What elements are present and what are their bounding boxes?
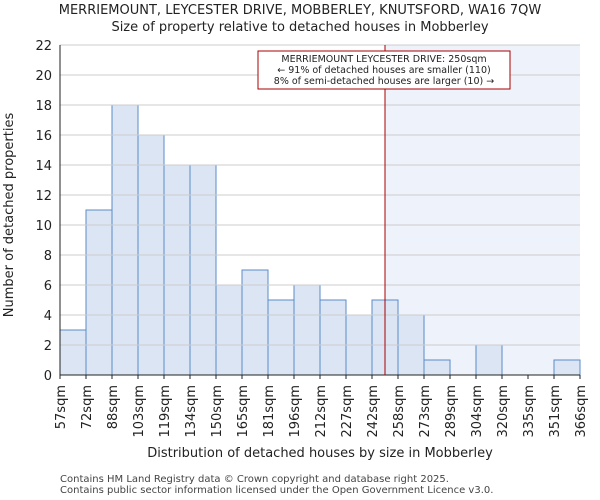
annotation-line-2: ← 91% of detached houses are smaller (11… [277,65,490,76]
x-tick-label: 242sqm [366,385,381,438]
bar-72sqm [85,209,113,376]
y-tick-label: 8 [44,249,52,264]
y-tick-label: 2 [44,339,52,354]
bar-351sqm [553,359,581,376]
y-tick-label: 4 [44,309,52,324]
y-tick-label: 12 [35,189,52,204]
annotation-line-1: MERRIEMOUNT LEYCESTER DRIVE: 250sqm [281,54,486,65]
x-tick-label: 351sqm [548,385,563,438]
y-tick-label: 16 [35,129,52,144]
x-tick-label: 366sqm [574,385,589,438]
bar-165sqm [241,269,269,376]
bar-134sqm [189,164,217,376]
x-tick-label: 196sqm [288,385,303,438]
x-tick-label: 289sqm [444,385,459,438]
x-tick-label: 165sqm [236,385,251,438]
y-axis-label: Number of detached properties [2,113,17,318]
x-tick-label: 134sqm [184,385,199,438]
annotation-box [257,50,511,90]
y-tick-label: 14 [35,159,52,174]
chart-subtitle: Size of property relative to detached ho… [111,20,489,35]
x-axis-label: Distribution of detached houses by size … [147,446,493,461]
x-tick-label: 57sqm [54,385,69,429]
annotation-line-3: 8% of semi-detached houses are larger (1… [274,76,494,87]
x-tick-label: 181sqm [262,385,277,438]
x-tick-label: 103sqm [132,385,147,438]
y-tick-label: 0 [44,369,52,384]
x-tick-label: 72sqm [80,385,95,429]
y-tick-label: 6 [44,279,52,294]
x-tick-label: 304sqm [470,385,485,438]
x-tick-label: 335sqm [522,385,537,438]
bar-150sqm [215,284,243,376]
x-tick-label: 320sqm [496,385,511,438]
bar-88sqm [111,104,139,376]
chart-title: MERRIEMOUNT, LEYCESTER DRIVE, MOBBERLEY,… [58,3,542,18]
x-tick-label: 273sqm [418,385,433,438]
bar-196sqm [293,284,321,376]
bar-119sqm [163,164,191,376]
x-tick-label: 258sqm [392,385,407,438]
y-tick-label: 20 [35,69,52,84]
y-tick-label: 22 [35,39,52,54]
bar-273sqm [423,359,451,376]
y-tick-label: 18 [35,99,52,114]
bar-212sqm [319,299,347,376]
footer-licence: Contains public sector information licen… [60,485,494,496]
x-tick-label: 88sqm [106,385,121,429]
bar-181sqm [267,299,295,376]
x-tick-label: 227sqm [340,385,355,438]
bar-304sqm [475,344,503,376]
y-tick-label: 10 [35,219,52,234]
x-tick-label: 212sqm [314,385,329,438]
x-tick-label: 119sqm [158,385,173,438]
footer-copyright: Contains HM Land Registry data © Crown c… [60,474,449,485]
bar-57sqm [59,329,87,376]
x-tick-label: 150sqm [210,385,225,438]
